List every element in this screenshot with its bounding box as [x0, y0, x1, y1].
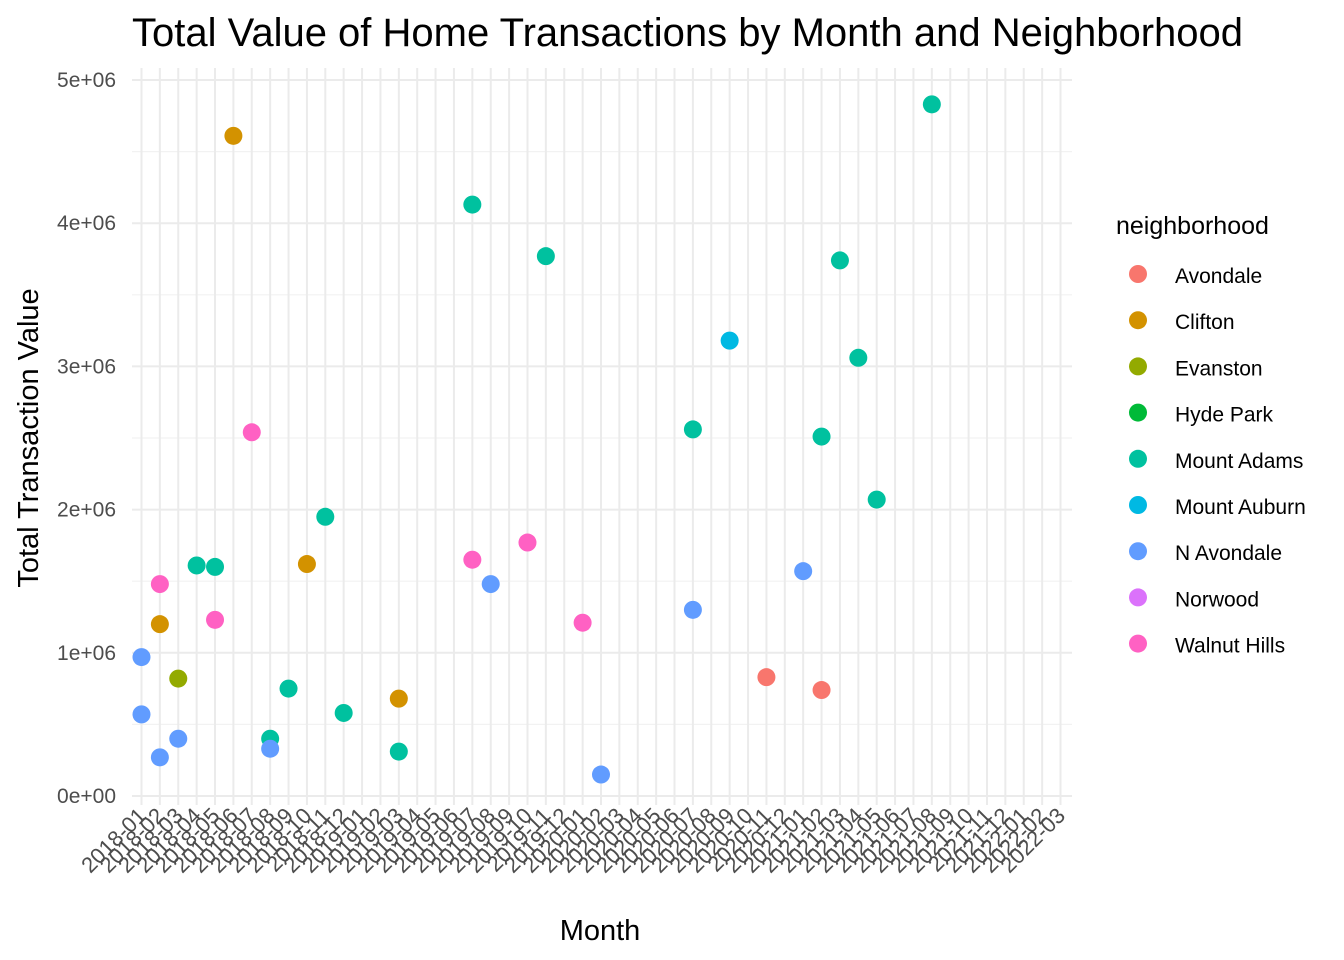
data-point [169, 729, 188, 748]
data-point [316, 507, 335, 526]
legend-label: Walnut Hills [1175, 635, 1285, 658]
data-point [463, 550, 482, 569]
data-point [187, 556, 206, 575]
legend-key [1129, 634, 1147, 653]
data-point [830, 251, 849, 270]
data-point [169, 669, 188, 688]
data-point [683, 420, 702, 439]
data-point [150, 748, 169, 767]
data-point [683, 600, 702, 619]
legend-key [1129, 496, 1147, 514]
y-tick-label: 3e+06 [57, 355, 116, 378]
legend-label: Mount Auburn [1175, 496, 1306, 519]
y-tick-label: 5e+06 [57, 69, 116, 92]
legend-key [1129, 265, 1147, 283]
data-point [849, 348, 868, 367]
y-tick-label: 1e+06 [57, 642, 116, 665]
data-point [481, 575, 500, 594]
data-point [206, 557, 225, 576]
data-point [812, 427, 831, 446]
legend-label: Avondale [1175, 265, 1262, 288]
legend-label: Hyde Park [1175, 404, 1274, 427]
y-axis-ticks: 0e+00 1e+06 2e+06 3e+06 4e+06 5e+06 [57, 69, 116, 808]
data-point [132, 705, 151, 724]
x-axis-title: Month [560, 915, 641, 947]
data-point [334, 703, 353, 722]
legend: neighborhood Avondale Clifton Evanston Hyde… [1116, 212, 1306, 658]
legend-key [1129, 449, 1147, 468]
legend-key [1129, 357, 1147, 376]
data-point [794, 562, 813, 581]
legend-label: Clifton [1175, 311, 1235, 334]
data-point [297, 555, 316, 574]
data-point [463, 195, 482, 214]
data-point [812, 681, 831, 700]
legend-label: N Avondale [1175, 542, 1282, 565]
data-points [132, 95, 941, 784]
legend-key [1129, 403, 1147, 422]
x-axis-ticks: 2018-012018-022018-032018-042018-052018-… [76, 803, 1070, 878]
legend-key [1129, 542, 1147, 561]
data-point [867, 490, 886, 509]
data-point [922, 95, 941, 114]
data-point [242, 423, 261, 442]
data-point [720, 331, 739, 350]
data-point [757, 668, 776, 687]
legend-key [1129, 311, 1147, 330]
data-point [536, 247, 555, 266]
data-point [573, 613, 592, 632]
data-point [224, 126, 243, 145]
legend-label: Mount Adams [1175, 450, 1303, 473]
data-point [132, 648, 151, 667]
legend-title: neighborhood [1116, 212, 1269, 240]
data-point [150, 615, 169, 634]
data-point [389, 689, 408, 708]
data-point [261, 739, 280, 758]
legend-label: Norwood [1175, 588, 1259, 611]
y-tick-label: 0e+00 [57, 785, 116, 808]
plot-grid [132, 68, 1072, 805]
legend-key [1129, 588, 1147, 607]
y-tick-label: 2e+06 [57, 499, 116, 522]
data-point [592, 765, 610, 784]
data-point [150, 575, 169, 594]
data-point [279, 679, 298, 698]
chart-title: Total Value of Home Transactions by Mont… [132, 11, 1243, 55]
data-point [518, 533, 537, 552]
y-tick-label: 4e+06 [57, 212, 116, 235]
data-point [389, 742, 408, 761]
legend-label: Evanston [1175, 357, 1263, 380]
y-axis-title: Total Transaction Value [13, 288, 45, 587]
data-point [206, 610, 225, 629]
